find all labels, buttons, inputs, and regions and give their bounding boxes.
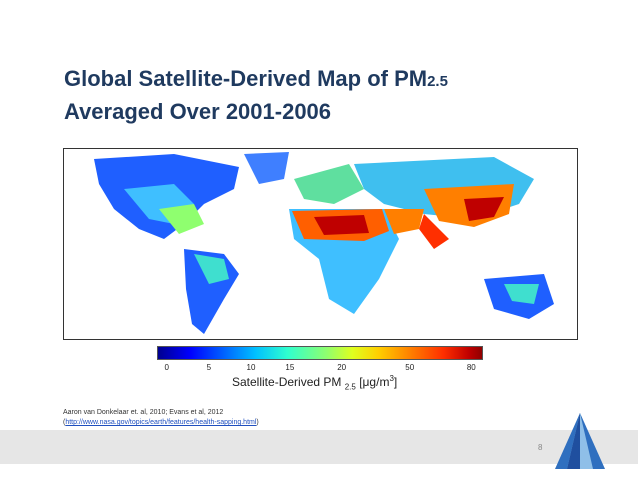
page-number: 8: [538, 443, 543, 452]
colorbar-ticks: 0 5 10 15 20 50 80: [157, 360, 481, 374]
colorbar-tick: 10: [246, 363, 256, 372]
citation-link[interactable]: http://www.nasa.gov/topics/earth/feature…: [65, 419, 257, 426]
colorbar-unit-close: ]: [393, 375, 398, 389]
citation-paren-close: ): [256, 419, 259, 426]
pm25-world-map: [63, 148, 578, 340]
footer-bar: [0, 430, 638, 464]
colorbar-label: Satellite-Derived PM 2.5 [μg/m3]: [232, 374, 397, 391]
colorbar-tick: 20: [337, 363, 347, 372]
title-subscript: 2.5: [427, 73, 448, 90]
colorbar-tick: 50: [405, 363, 415, 372]
colorbar-unit-sup: 3: [389, 374, 394, 383]
colorbar-tick: 80: [466, 363, 476, 372]
citation: Aaron van Donkelaar et. al, 2010; Evans …: [63, 408, 259, 428]
world-map-image: [64, 149, 577, 339]
colorbar-tick: 0: [164, 363, 169, 372]
pyramid-logo-icon: [555, 413, 605, 469]
colorbar-unit-open: [μg/m: [359, 375, 390, 389]
title-line2: Averaged Over 2001-2006: [64, 99, 332, 124]
colorbar-label-main: Satellite-Derived PM: [232, 375, 342, 389]
slide-title: Global Satellite-Derived Map of PM2.5 Av…: [64, 64, 544, 127]
colorbar-gradient: [157, 346, 483, 360]
citation-line2: (http://www.nasa.gov/topics/earth/featur…: [63, 418, 259, 428]
colorbar-tick: 15: [285, 363, 295, 372]
colorbar: 0 5 10 15 20 50 80: [157, 346, 483, 374]
title-main: Global Satellite-Derived Map of PM: [64, 66, 428, 91]
citation-line1: Aaron van Donkelaar et. al, 2010; Evans …: [63, 409, 224, 416]
colorbar-tick: 5: [206, 363, 212, 372]
colorbar-label-sub: 2.5: [344, 382, 356, 392]
citation-paren-open: (: [63, 419, 66, 426]
